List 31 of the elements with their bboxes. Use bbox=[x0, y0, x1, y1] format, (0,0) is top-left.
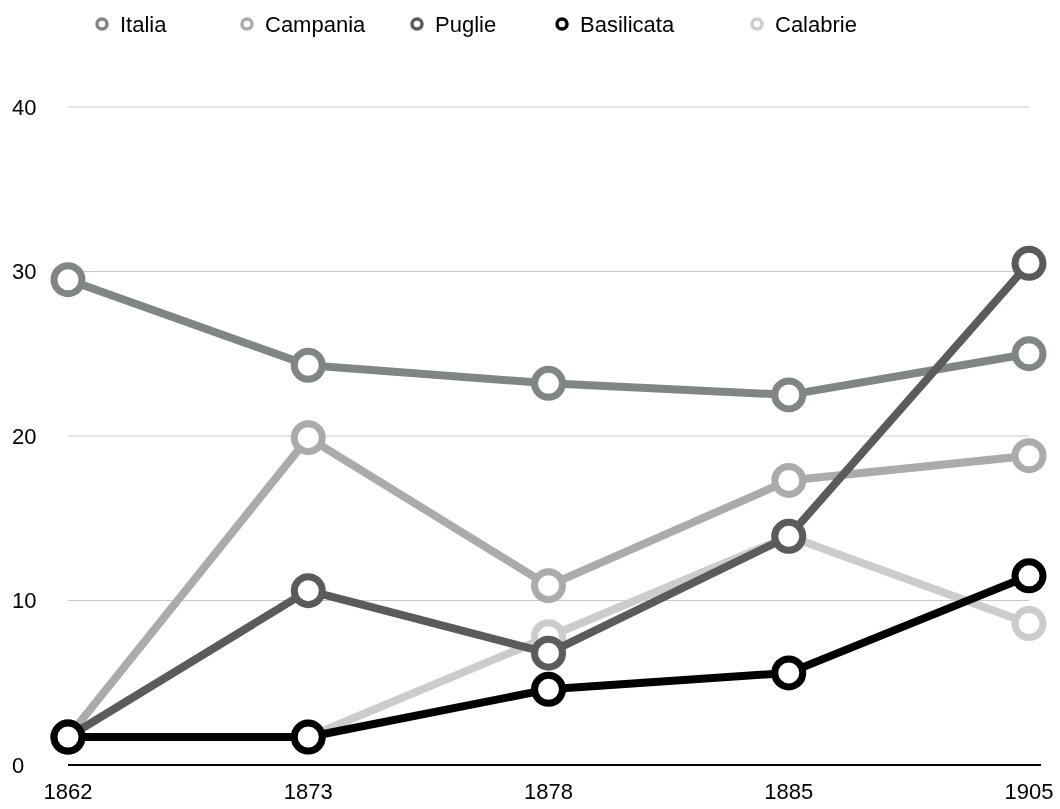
x-tick-label: 1905 bbox=[1004, 779, 1054, 804]
point bbox=[531, 365, 566, 401]
point bbox=[771, 655, 807, 691]
point bbox=[531, 671, 566, 707]
x-tick-label: 1862 bbox=[43, 779, 93, 804]
x-tick-label: 1873 bbox=[283, 779, 333, 804]
y-tick-label: 20 bbox=[12, 423, 37, 449]
y-tick-label: 0 bbox=[12, 752, 25, 778]
point bbox=[531, 568, 566, 604]
y-tick-label: 40 bbox=[12, 94, 37, 120]
point bbox=[1011, 336, 1047, 372]
legend-label: Calabrie bbox=[775, 11, 857, 37]
x-tick-label: 1885 bbox=[764, 779, 814, 804]
point bbox=[50, 262, 86, 298]
point bbox=[531, 635, 566, 671]
legend-label: Puglie bbox=[435, 11, 497, 37]
point bbox=[1011, 558, 1047, 594]
y-tick-label: 10 bbox=[12, 588, 37, 614]
point bbox=[1011, 245, 1047, 281]
point bbox=[290, 573, 326, 609]
y-tick-label: 30 bbox=[12, 259, 37, 285]
legend-label: Italia bbox=[120, 11, 168, 37]
point bbox=[290, 347, 326, 383]
point bbox=[1011, 606, 1047, 642]
point bbox=[771, 462, 807, 498]
point bbox=[290, 420, 326, 456]
legend-label: Campania bbox=[265, 11, 367, 37]
point bbox=[1011, 438, 1047, 474]
point bbox=[771, 377, 807, 413]
legend-label: Basilicata bbox=[580, 11, 675, 37]
x-tick-label: 1878 bbox=[524, 779, 573, 804]
